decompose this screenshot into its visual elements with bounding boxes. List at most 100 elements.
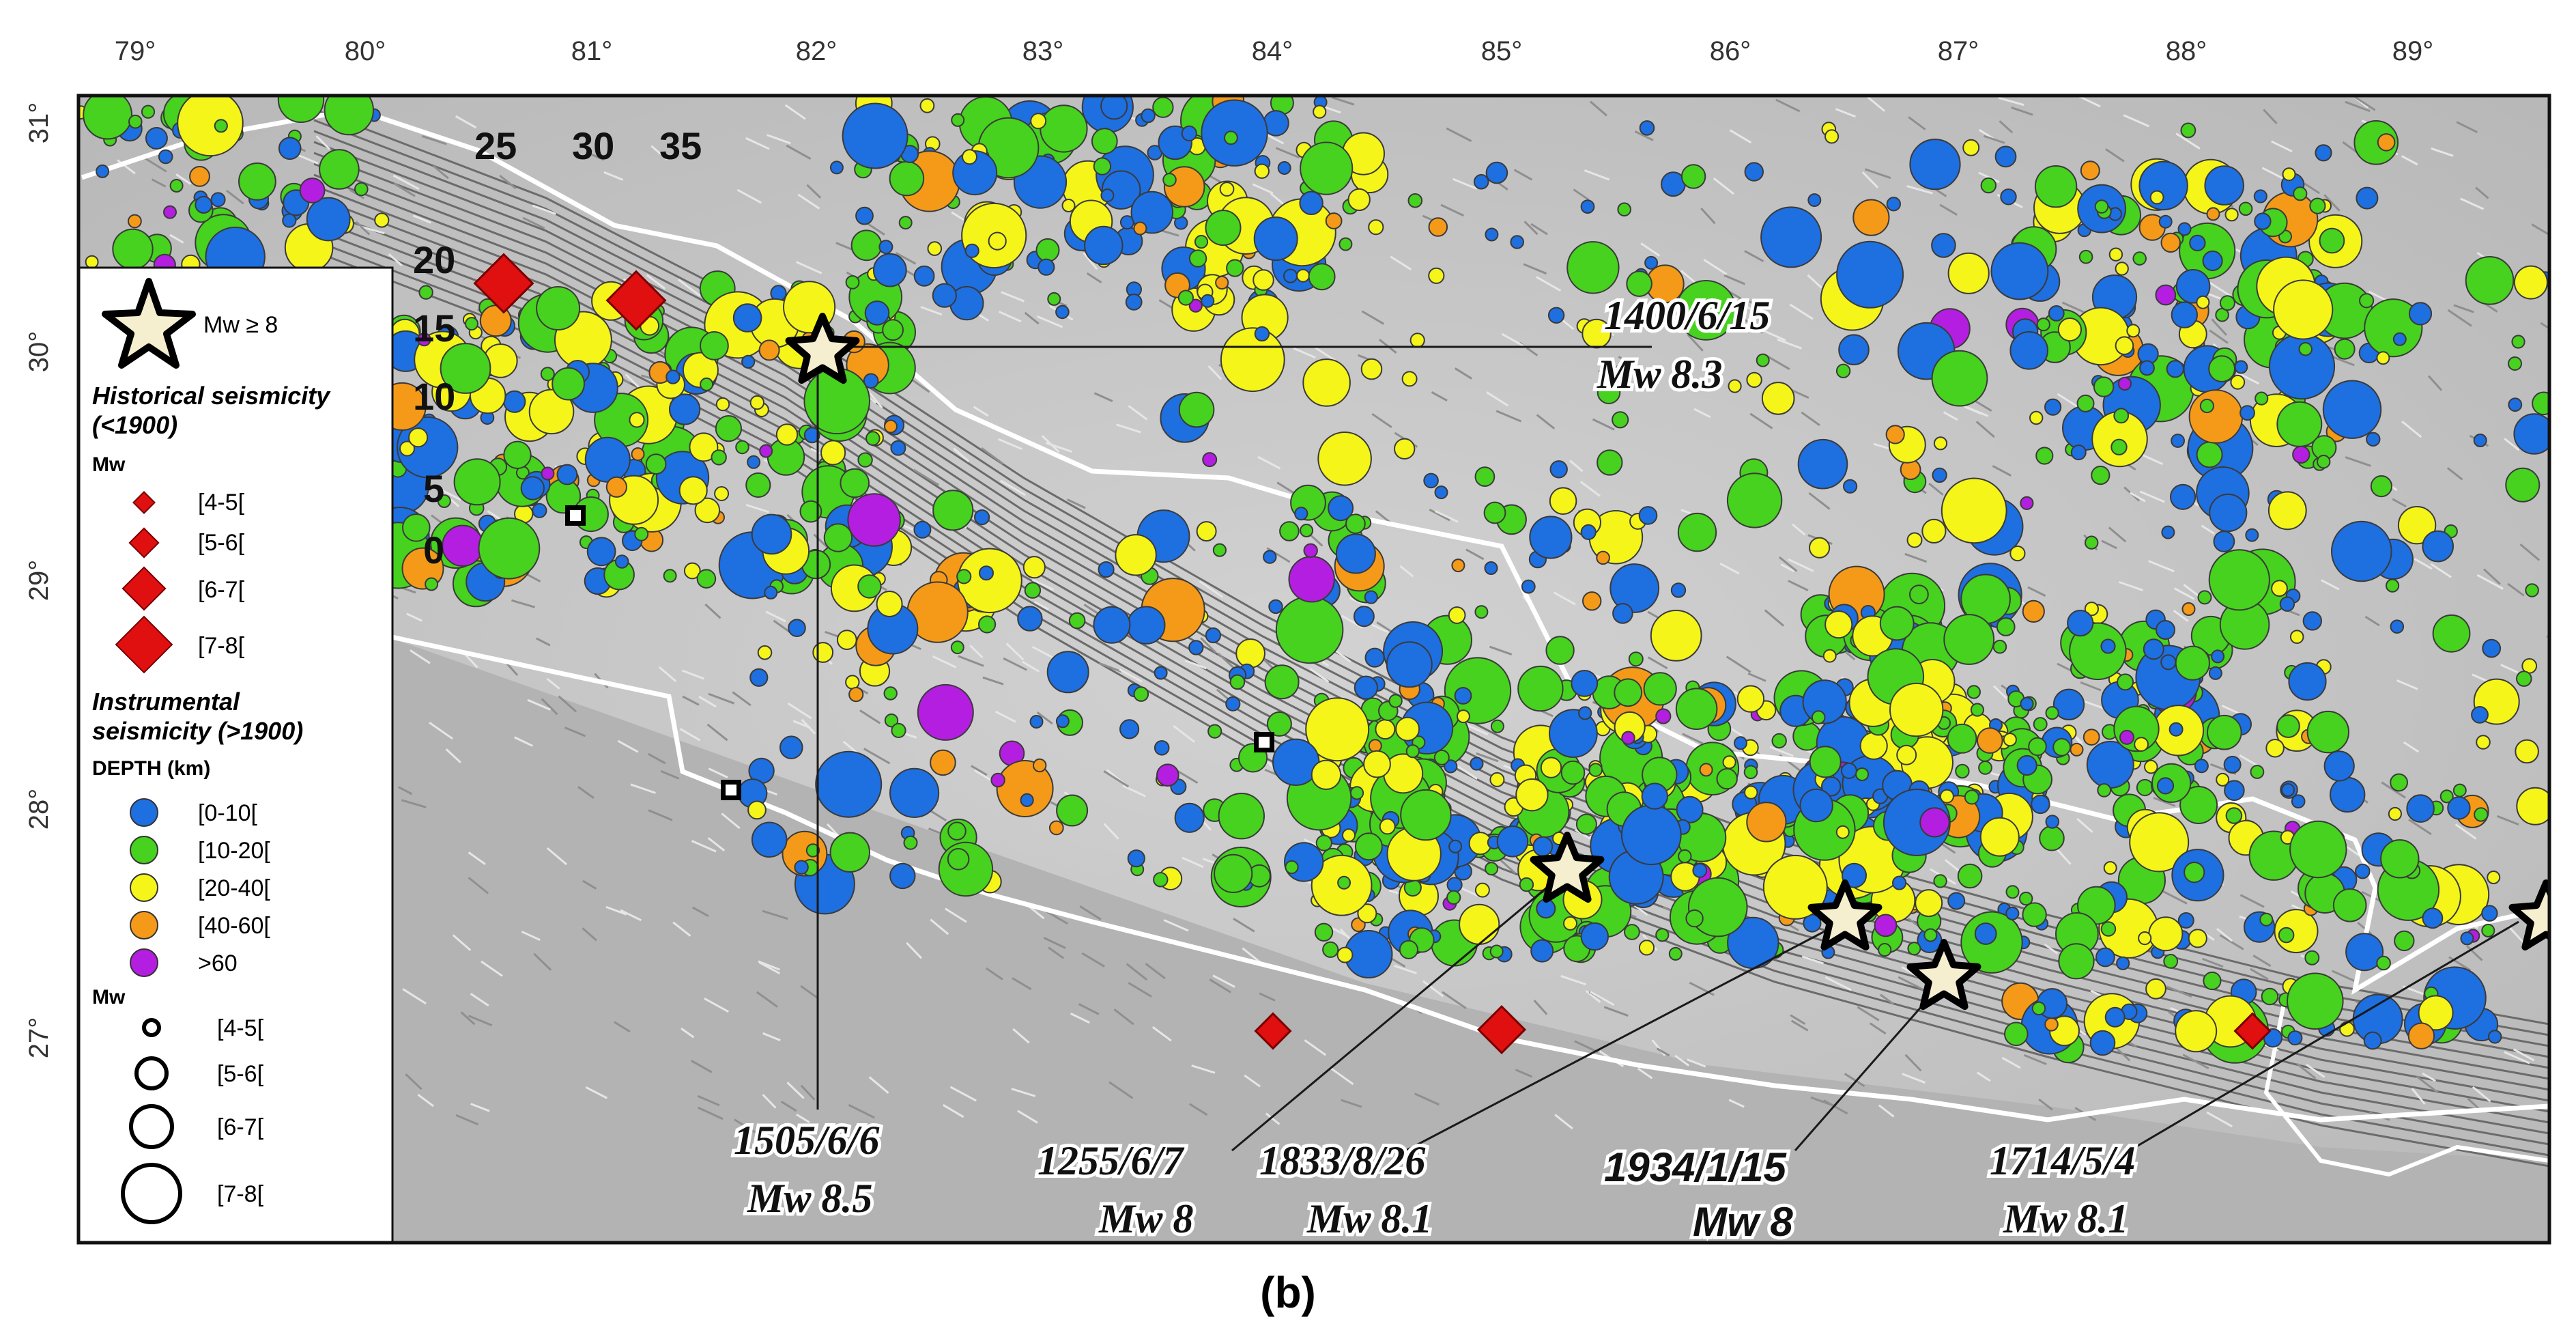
relief-stroke — [1119, 668, 1143, 683]
earthquake-dot — [540, 367, 555, 382]
earthquake-dot — [878, 240, 893, 255]
earthquake-dot — [1188, 640, 1204, 655]
relief-stroke — [958, 655, 984, 667]
earthquake-dot — [1931, 350, 1988, 407]
relief-stroke — [455, 115, 477, 129]
earthquake-dot — [1883, 789, 1951, 856]
earthquake-dot — [1162, 173, 1177, 187]
earthquake-dot — [1093, 606, 1131, 644]
earthquake-dot — [2084, 602, 2099, 617]
earthquake-dot — [1840, 762, 1857, 779]
earthquake-dot — [2110, 438, 2128, 455]
relief-stroke — [2422, 1072, 2436, 1082]
relief-stroke — [481, 960, 503, 977]
earthquake-dot — [2019, 891, 2033, 906]
relief-stroke — [1501, 333, 1528, 349]
relief-stroke — [225, 189, 244, 205]
earthquake-dot — [1547, 307, 1565, 324]
event-date-1505: 1505/6/6 — [734, 1118, 879, 1163]
earthquake-dot — [605, 476, 628, 498]
earthquake-dot — [1977, 727, 2003, 754]
contour-label: 20 — [413, 238, 455, 281]
relief-stroke — [1523, 221, 1539, 236]
relief-stroke — [2161, 890, 2188, 905]
relief-stroke — [1001, 291, 1025, 302]
earthquake-dot — [1428, 217, 1448, 237]
earthquake-dot — [1423, 472, 1439, 489]
earthquake-dot — [932, 490, 974, 531]
earthquake-dot — [1722, 755, 1736, 770]
relief-stroke — [1801, 411, 1820, 426]
earthquake-dot — [2031, 1001, 2046, 1016]
relief-stroke — [1184, 659, 1207, 670]
earthquake-dot — [2020, 696, 2034, 711]
relief-stroke — [1043, 937, 1066, 949]
relief-stroke — [2531, 223, 2549, 236]
earthquake-dot — [979, 565, 994, 581]
relief-stroke — [586, 151, 605, 161]
earthquake-dot — [1444, 657, 1512, 724]
relief-stroke — [985, 967, 1003, 980]
earthquake-dot — [988, 231, 1007, 251]
relief-stroke — [767, 134, 791, 145]
relief-stroke — [2175, 132, 2201, 150]
earthquake-dot — [1214, 853, 1253, 894]
earthquake-dot — [683, 562, 701, 580]
earthquake-dot — [1921, 518, 1947, 544]
event-date-1714: 1714/5/4 — [1990, 1138, 2135, 1183]
relief-stroke — [1259, 992, 1276, 1002]
historical-diamond — [1254, 1012, 1292, 1050]
earthquake-dot — [884, 714, 899, 728]
relief-stroke — [1431, 391, 1448, 402]
earthquake-dot — [1485, 161, 1508, 184]
relief-stroke — [1513, 169, 1533, 181]
earthquake-dot — [2052, 688, 2085, 721]
earthquake-dot — [2044, 398, 2062, 416]
relief-stroke — [2148, 560, 2175, 573]
legend-depth-item: >60 — [198, 950, 238, 976]
relief-stroke — [2448, 956, 2472, 972]
contour-label: 0 — [423, 528, 444, 571]
earthquake-dot — [884, 419, 898, 434]
earthquake-dot — [278, 137, 302, 160]
earthquake-dot — [1580, 524, 1597, 541]
relief-stroke — [842, 740, 858, 754]
relief-stroke — [672, 921, 691, 937]
relief-stroke — [1390, 255, 1412, 271]
relief-stroke — [1808, 492, 1831, 510]
relief-stroke — [1592, 418, 1615, 431]
earthquake-dot — [919, 98, 935, 113]
event-date-1255: 1255/6/7 — [1037, 1138, 1184, 1183]
relief-stroke — [455, 1114, 479, 1126]
relief-stroke — [2504, 438, 2520, 451]
earthquake-dot — [715, 397, 730, 412]
relief-stroke — [1906, 185, 1933, 195]
earthquake-dot — [1915, 889, 1943, 918]
relief-stroke — [1553, 591, 1576, 606]
earthquake-dot — [2005, 885, 2020, 899]
relief-stroke — [1992, 685, 2011, 703]
relief-stroke — [1217, 652, 1235, 670]
relief-stroke — [541, 698, 558, 716]
earthquake-dot — [947, 821, 967, 841]
relief-stroke — [2483, 568, 2501, 585]
earthquake-dot — [1933, 874, 1947, 888]
relief-stroke — [1465, 548, 1485, 561]
earthquake-dot — [951, 113, 965, 127]
relief-stroke — [704, 603, 721, 619]
earthquake-dot — [1368, 739, 1382, 753]
earthquake-dot — [536, 286, 581, 330]
relief-stroke — [1128, 982, 1152, 998]
relief-stroke — [691, 906, 709, 918]
earthquake-dot — [1578, 706, 1592, 720]
legend-diamond-5-6 — [128, 527, 160, 559]
earthquake-dot — [2076, 394, 2095, 412]
relief-stroke — [432, 165, 449, 180]
earthquake-dot — [1336, 946, 1354, 963]
relief-stroke — [1270, 193, 1285, 206]
legend-size-mw: Mw — [92, 986, 126, 1008]
relief-stroke — [152, 178, 167, 188]
earthquake-dot — [2045, 706, 2059, 720]
relief-stroke — [792, 720, 811, 729]
earthquake-dot — [751, 513, 792, 555]
